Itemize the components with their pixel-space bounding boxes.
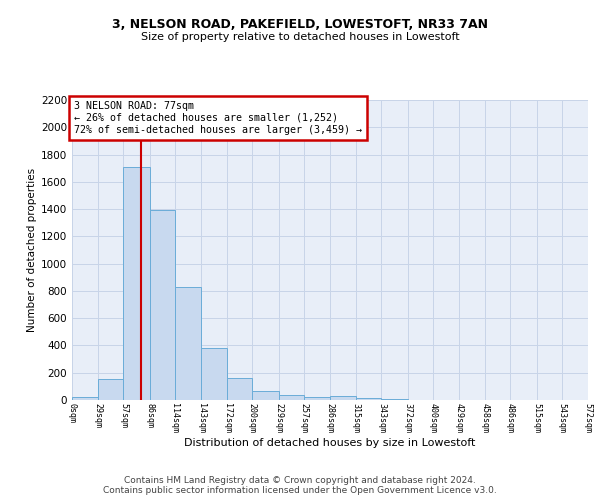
Bar bbox=[227, 378, 253, 400]
Text: 3 NELSON ROAD: 77sqm
← 26% of detached houses are smaller (1,252)
72% of semi-de: 3 NELSON ROAD: 77sqm ← 26% of detached h… bbox=[74, 102, 362, 134]
Bar bbox=[253, 391, 278, 400]
X-axis label: Distribution of detached houses by size in Lowestoft: Distribution of detached houses by size … bbox=[184, 438, 476, 448]
Y-axis label: Number of detached properties: Number of detached properties bbox=[27, 168, 37, 332]
Bar bbox=[304, 396, 330, 400]
Bar bbox=[124, 167, 149, 400]
Bar bbox=[278, 395, 304, 400]
Text: 3, NELSON ROAD, PAKEFIELD, LOWESTOFT, NR33 7AN: 3, NELSON ROAD, PAKEFIELD, LOWESTOFT, NR… bbox=[112, 18, 488, 30]
Bar bbox=[98, 379, 124, 400]
Bar bbox=[330, 396, 356, 400]
Text: Size of property relative to detached houses in Lowestoft: Size of property relative to detached ho… bbox=[140, 32, 460, 42]
Bar bbox=[175, 287, 201, 400]
Bar bbox=[72, 398, 98, 400]
Bar bbox=[149, 210, 175, 400]
Bar bbox=[201, 348, 227, 400]
Bar bbox=[356, 398, 382, 400]
Text: Contains HM Land Registry data © Crown copyright and database right 2024.
Contai: Contains HM Land Registry data © Crown c… bbox=[103, 476, 497, 495]
